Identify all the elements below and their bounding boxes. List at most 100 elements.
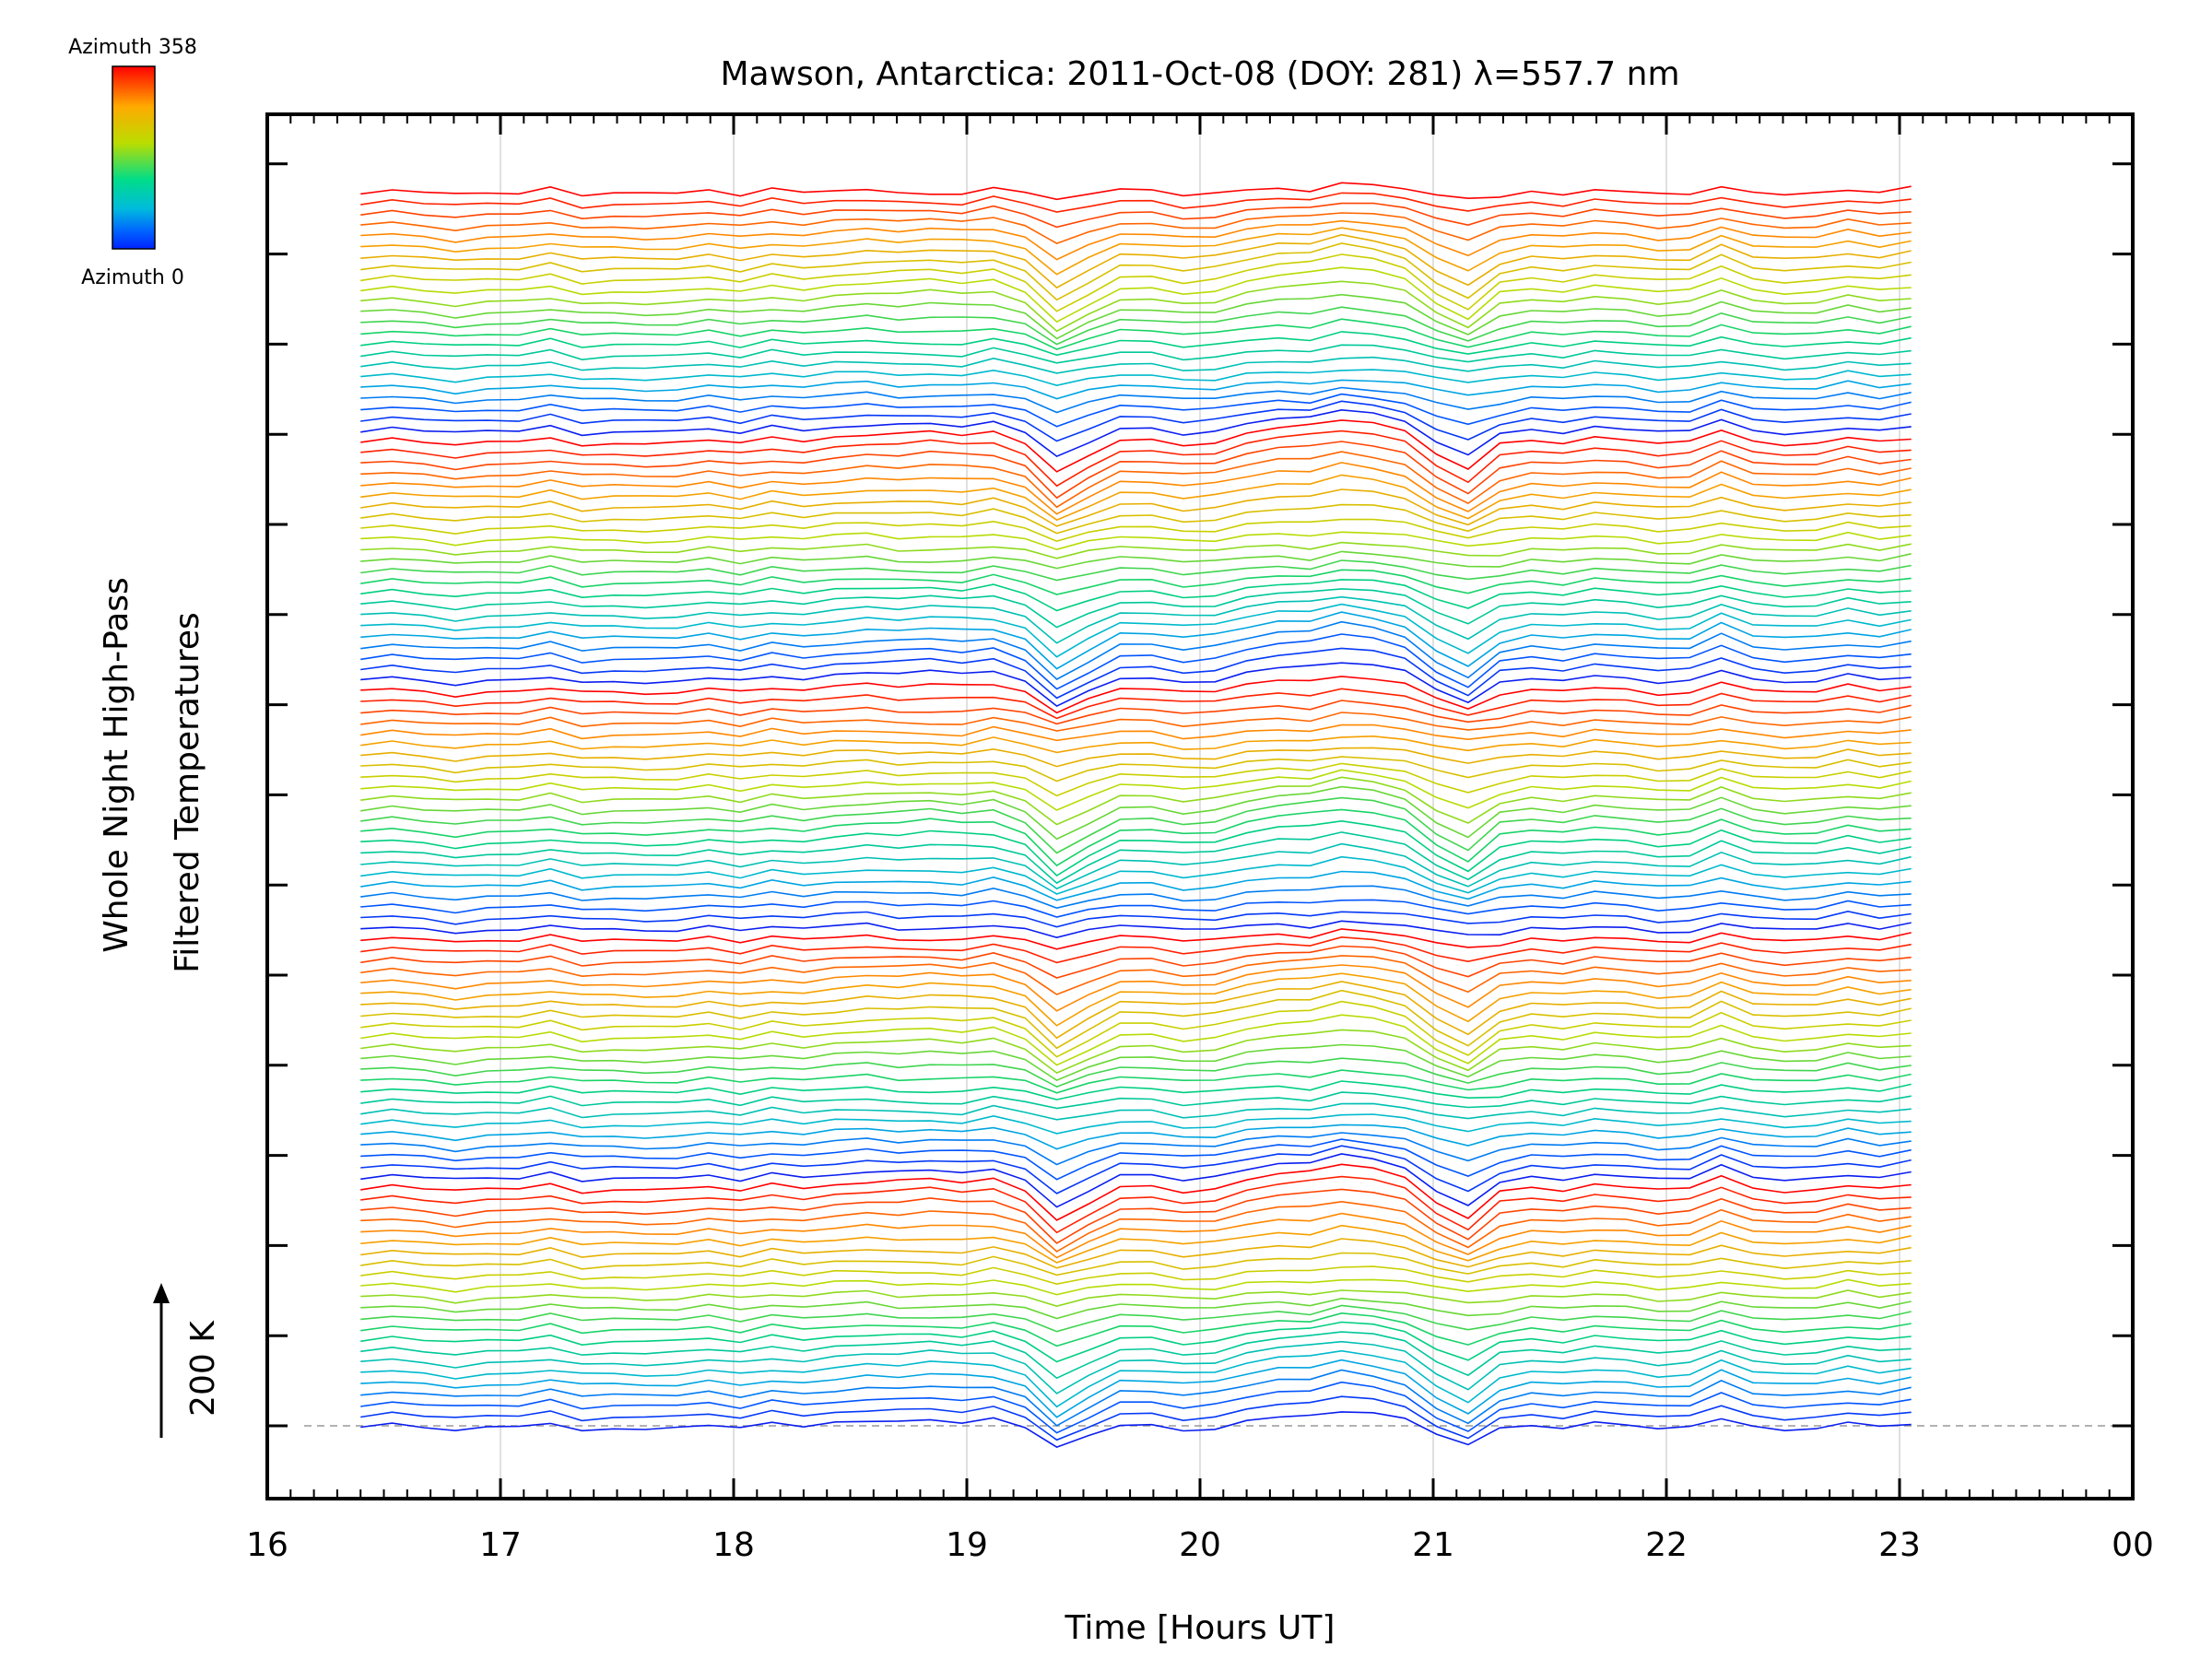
trace-line	[360, 1411, 1912, 1448]
x-tick-label: 17	[479, 1526, 522, 1564]
y-axis-label-line1: Whole Night High-Pass	[98, 577, 135, 953]
trace-line	[360, 662, 1912, 708]
trace-line	[360, 212, 1912, 244]
trace-line	[360, 633, 1912, 690]
trace-line	[360, 595, 1912, 644]
trace-line	[360, 1069, 1912, 1094]
trace-line	[360, 408, 1912, 458]
trace-line	[360, 735, 1912, 754]
trace-line	[360, 842, 1912, 890]
trace-line	[360, 1163, 1912, 1221]
trace-line	[360, 1395, 1912, 1441]
trace-line	[360, 831, 1912, 885]
trace-line	[360, 920, 1912, 939]
trace-line	[360, 885, 1912, 910]
trace-line	[360, 569, 1912, 595]
trace-line	[360, 935, 1912, 964]
trace-line	[360, 603, 1912, 658]
trace-line	[360, 700, 1912, 725]
trace-line	[360, 400, 1912, 442]
trace-line	[360, 1297, 1912, 1320]
trace-line	[360, 1289, 1912, 1308]
trace-line	[360, 429, 1912, 488]
trace-line	[360, 769, 1912, 811]
x-tick-label: 16	[246, 1526, 288, 1564]
trace-line	[360, 1224, 1912, 1264]
trace-line	[360, 972, 1912, 1027]
trace-line	[360, 451, 1912, 509]
trace-line	[360, 1080, 1912, 1100]
trace-line	[360, 331, 1912, 357]
trace-line	[360, 955, 1912, 995]
trace-line	[360, 724, 1912, 742]
y-axis-label-line2: Filtered Temperatures	[169, 612, 206, 973]
trace-line	[360, 762, 1912, 797]
trace-line	[360, 379, 1912, 400]
trace-line	[360, 945, 1912, 979]
trace-line	[360, 1102, 1912, 1121]
trace-line	[360, 1212, 1912, 1259]
trace-line	[360, 1331, 1912, 1380]
trace-line	[360, 1238, 1912, 1269]
x-tick-label: 18	[712, 1526, 755, 1564]
trace-line	[360, 1014, 1912, 1066]
scale-bar-label: 200 K	[184, 1320, 222, 1417]
trace-line	[360, 242, 1912, 301]
trace-line	[360, 1304, 1912, 1333]
trace-line	[360, 182, 1912, 201]
trace-line	[360, 550, 1912, 570]
plot-frame	[265, 112, 2135, 1500]
trace-line	[360, 756, 1912, 782]
trace-line	[360, 1340, 1912, 1394]
colorbar-top-label: Azimuth 358	[68, 36, 197, 59]
trace-line	[360, 1132, 1912, 1166]
trace-line	[360, 747, 1912, 768]
chart-title: Mawson, Antarctica: 2011-Oct-08 (DOY: 28…	[720, 55, 1679, 93]
x-tick-label: 22	[1645, 1526, 1688, 1564]
trace-line	[360, 1043, 1912, 1082]
trace-line	[360, 870, 1912, 901]
trace-line	[360, 1029, 1912, 1075]
trace-line	[360, 819, 1912, 877]
trace-line	[360, 1252, 1912, 1277]
x-tick-labels: 16 17 18 19 20 21 22 23 00	[246, 1526, 2154, 1564]
x-tick-label: 19	[946, 1526, 988, 1564]
trace-line	[360, 647, 1912, 700]
scale-bar: 200 K	[153, 1283, 222, 1438]
trace-line	[360, 1349, 1912, 1408]
x-tick-label: 20	[1179, 1526, 1221, 1564]
trace-line	[360, 808, 1912, 867]
trace-line	[360, 588, 1912, 629]
trace-line	[360, 541, 1912, 559]
trace-line	[360, 344, 1912, 364]
trace-line	[360, 192, 1912, 213]
trace-line	[360, 688, 1912, 720]
trace-line	[360, 441, 1912, 500]
trace-line	[360, 227, 1912, 276]
trace-line	[360, 785, 1912, 841]
colorbar-bottom-label: Azimuth 0	[81, 266, 184, 289]
trace-line	[360, 518, 1912, 543]
trace-line	[360, 1278, 1912, 1296]
trace-line	[360, 1138, 1912, 1181]
trace-line	[360, 318, 1912, 350]
trace-line	[360, 855, 1912, 895]
trace-line	[360, 964, 1912, 1012]
trace-line	[360, 474, 1912, 522]
trace-line	[360, 559, 1912, 582]
trace-line	[360, 1145, 1912, 1194]
trace-line	[360, 1091, 1912, 1110]
x-tick-label: 00	[2112, 1526, 2154, 1564]
trace-line	[360, 620, 1912, 680]
trace-line	[360, 369, 1912, 387]
trace-line	[360, 928, 1912, 950]
trace-line	[360, 488, 1912, 527]
trace-line	[360, 1124, 1912, 1150]
trace-line	[360, 1381, 1912, 1434]
trace-line	[360, 306, 1912, 346]
trace-line	[360, 579, 1912, 612]
trace-line	[360, 1188, 1912, 1244]
trace-line	[360, 503, 1912, 535]
trace-line	[360, 1000, 1912, 1058]
